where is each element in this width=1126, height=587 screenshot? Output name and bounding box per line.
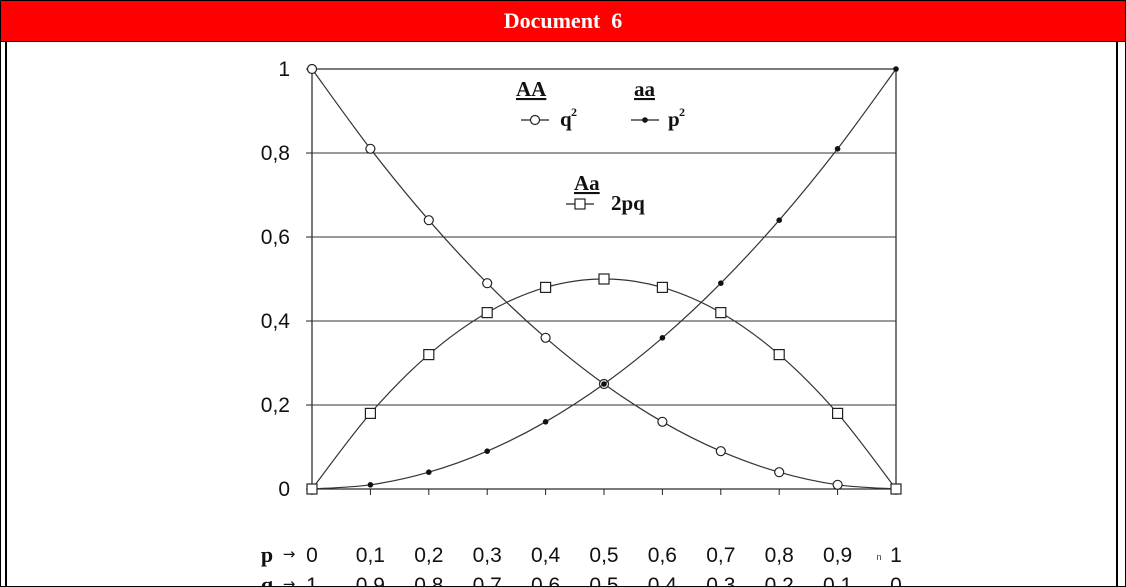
x-tick-label-q: 0,4 bbox=[648, 574, 678, 587]
x-tick-label-p: 0,8 bbox=[765, 544, 794, 567]
legend-formula-sup-aa: 2 bbox=[679, 105, 685, 119]
x-tick-label-p: 1 bbox=[890, 544, 902, 567]
y-tick-label: 0,2 bbox=[261, 394, 290, 417]
x-tick-label-q: 0,3 bbox=[706, 574, 735, 587]
x-tick-label-p: 0,9 bbox=[823, 544, 852, 567]
x-axis-arrow: → bbox=[283, 545, 296, 563]
x-tick-label-q: 0,7 bbox=[473, 574, 502, 587]
data-point-aa bbox=[831, 407, 844, 419]
data-point-aa bbox=[657, 416, 668, 427]
document-banner: Document 6 bbox=[1, 1, 1125, 42]
legend-entry-aa: aap 2 bbox=[631, 77, 685, 131]
legend-formula-aa: p bbox=[668, 107, 680, 131]
data-point-aa bbox=[893, 66, 899, 72]
data-point-aa bbox=[539, 281, 552, 293]
series-aa bbox=[309, 66, 899, 492]
legend-marker-aa bbox=[574, 198, 586, 210]
legend-entry-aa: AA q 2 bbox=[516, 77, 577, 131]
x-tick-label-p: 0,1 bbox=[356, 544, 385, 567]
document-title: Document 6 bbox=[503, 8, 623, 33]
data-point-aa bbox=[659, 335, 666, 341]
data-point-aa bbox=[832, 479, 843, 490]
x-tick-label-p: 0,6 bbox=[648, 544, 677, 567]
data-point-aa bbox=[776, 217, 782, 223]
data-point-aa bbox=[484, 448, 491, 455]
legend-name-aa: AA bbox=[516, 77, 547, 101]
data-point-aa bbox=[601, 381, 607, 387]
x-tick-label-q: 1 bbox=[306, 574, 318, 587]
data-point-aa bbox=[542, 419, 549, 425]
series-aa bbox=[306, 63, 902, 495]
data-point-aa bbox=[306, 63, 318, 75]
x-tick-label-q: 0,2 bbox=[765, 574, 794, 587]
legend-formula-sup-aa: 2 bbox=[571, 105, 577, 119]
legend-formula-aa: q bbox=[560, 107, 572, 131]
y-tick-label: 0,8 bbox=[261, 142, 290, 165]
data-point-aa bbox=[774, 467, 785, 478]
series-aa bbox=[306, 273, 902, 495]
x-tick-label-q: 0,9 bbox=[356, 574, 385, 587]
x-tick-label-q: 0,1 bbox=[823, 574, 852, 587]
hardy-weinberg-chart: 0 0,2 0,4 0,6 0,8 1 p → 0 0,1 0,2 0,3 0,4 0,5 0,6 0,7 0,… bbox=[261, 58, 902, 587]
data-point-aa bbox=[834, 146, 841, 152]
data-point-aa bbox=[365, 143, 376, 154]
data-point-aa bbox=[773, 349, 785, 361]
x-axis-name-q: q bbox=[261, 572, 274, 587]
x-tick-label-q: 0,8 bbox=[414, 574, 443, 587]
data-point-aa bbox=[306, 483, 318, 495]
data-point-aa bbox=[481, 307, 493, 319]
legend-name-aa: Aa bbox=[574, 171, 600, 195]
x-tick-label-p: 0,3 bbox=[473, 544, 502, 567]
x-tick-label-p: 0 bbox=[306, 544, 318, 567]
x-tick-label-q: 0,5 bbox=[589, 574, 618, 587]
series-line-aa bbox=[311, 68, 897, 490]
data-point-aa bbox=[426, 469, 432, 476]
data-point-aa bbox=[423, 215, 434, 226]
data-point-aa bbox=[540, 332, 551, 343]
data-point-aa bbox=[656, 281, 669, 293]
data-point-aa bbox=[715, 307, 727, 319]
data-point-aa bbox=[598, 273, 610, 285]
x-tick-label-q: 0 bbox=[890, 574, 902, 587]
stray-mark: n bbox=[876, 552, 881, 562]
data-point-aa bbox=[364, 407, 376, 419]
data-point-aa bbox=[482, 278, 493, 289]
data-point-aa bbox=[423, 349, 435, 361]
legend-entry-aa: Aa 2pq bbox=[566, 171, 645, 215]
legend-marker-aa bbox=[642, 117, 648, 123]
legend-marker-aa bbox=[529, 114, 541, 126]
y-tick-label: 0,4 bbox=[261, 310, 291, 333]
legend-name-aa: aa bbox=[634, 77, 656, 101]
data-point-aa bbox=[367, 482, 374, 488]
y-tick-label: 0 bbox=[278, 478, 290, 501]
x-tick-label-p: 0,7 bbox=[706, 544, 735, 567]
left-border-rule bbox=[5, 42, 7, 586]
legend-formula-aa: 2pq bbox=[611, 191, 645, 215]
x-axis-name-p: p bbox=[261, 542, 273, 567]
x-tick-label-q: 0,6 bbox=[531, 574, 560, 587]
y-tick-label: 1 bbox=[278, 58, 290, 81]
x-tick-label-p: 0,2 bbox=[414, 544, 443, 567]
x-axis-arrow: → bbox=[283, 575, 296, 587]
data-point-aa bbox=[715, 446, 726, 457]
data-point-aa bbox=[718, 280, 724, 286]
x-tick-label-p: 0,4 bbox=[531, 544, 561, 567]
x-tick-label-p: 0,5 bbox=[589, 544, 618, 567]
y-tick-label: 0,6 bbox=[261, 226, 290, 249]
data-point-aa bbox=[890, 483, 902, 495]
right-border-rule bbox=[1116, 42, 1118, 586]
